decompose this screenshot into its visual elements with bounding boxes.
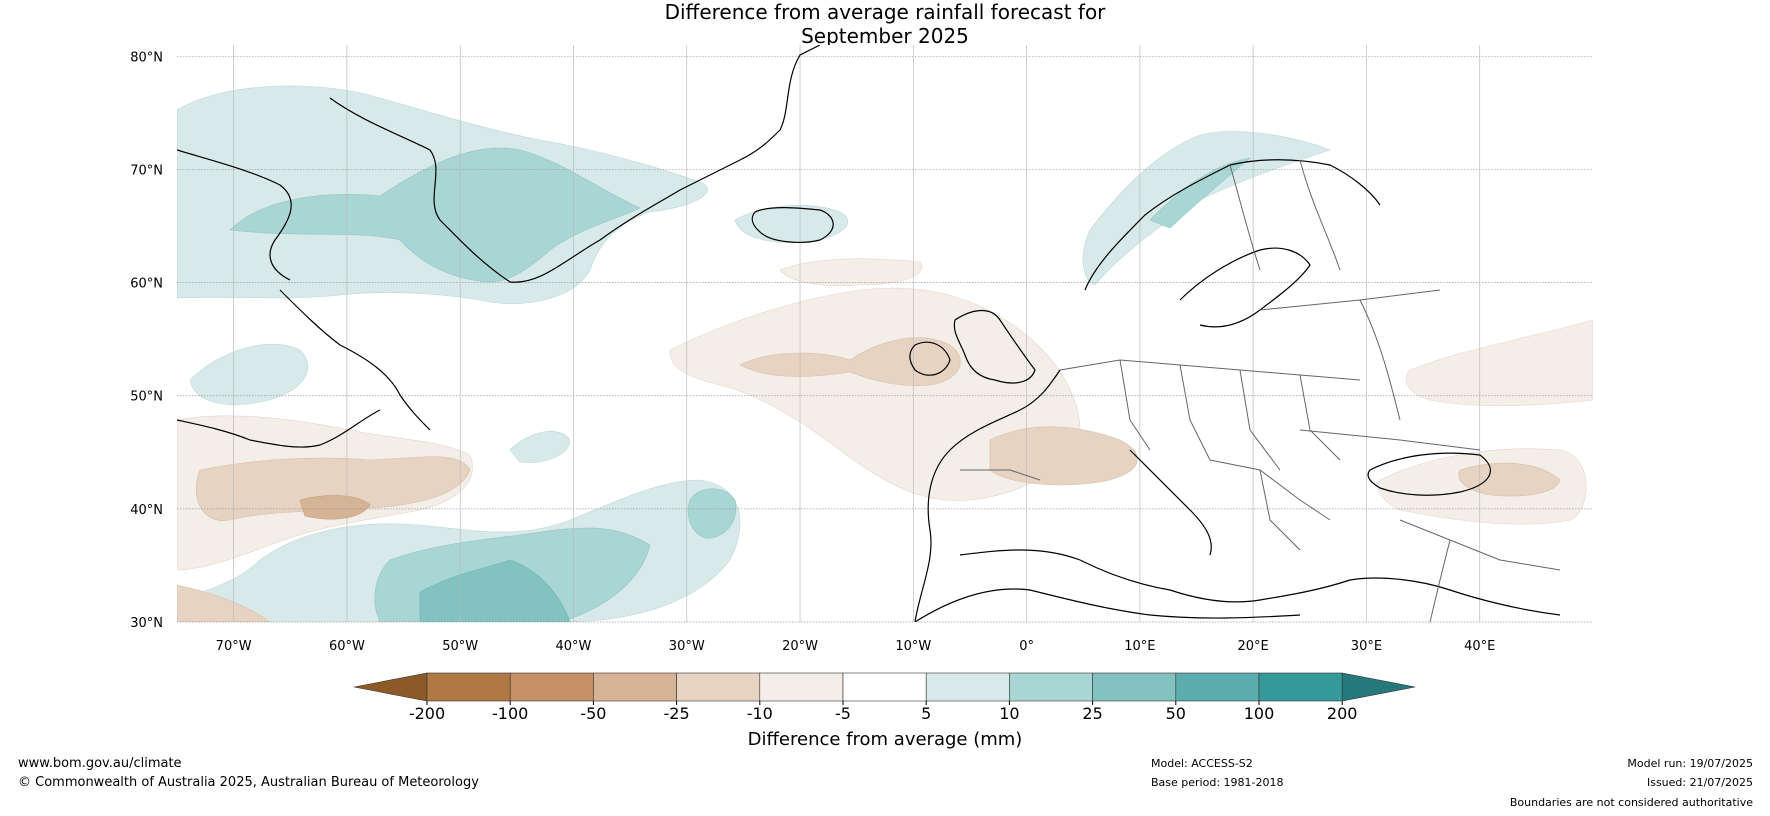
coast-greenland bbox=[329, 45, 821, 283]
colorbar-segment bbox=[1258, 672, 1343, 702]
latitude-label: 80°N bbox=[130, 50, 163, 65]
longitude-label: 0° bbox=[1019, 639, 1034, 654]
latitude-label: 60°N bbox=[130, 277, 163, 292]
footer-model-run: Model run: 19/07/2025 bbox=[1627, 757, 1753, 770]
footer-issued: Issued: 21/07/2025 bbox=[1646, 776, 1753, 789]
footer-copyright: © Commonwealth of Australia 2025, Austra… bbox=[18, 775, 479, 790]
colorbar-tick-label: 50 bbox=[1166, 704, 1186, 723]
colorbar-segment bbox=[593, 672, 677, 702]
latitude-labels: 80°N 70°N 60°N 50°N 40°N 30°N bbox=[130, 50, 163, 631]
colorbar-segment bbox=[426, 672, 511, 702]
anomaly-dry-us-east-core bbox=[196, 456, 471, 521]
colorbar-tick-label: 100 bbox=[1244, 704, 1275, 723]
coast-baltic bbox=[1179, 247, 1311, 328]
longitude-label: 10°W bbox=[895, 639, 931, 654]
anomaly-shading bbox=[177, 85, 1593, 622]
coast-canada-east bbox=[177, 409, 381, 448]
colorbar-tick-label: -50 bbox=[580, 704, 606, 723]
latitude-label: 30°N bbox=[130, 616, 163, 631]
colorbar-segment bbox=[842, 672, 927, 702]
coast-ireland bbox=[909, 341, 951, 376]
colorbar-tick-label: -200 bbox=[409, 704, 445, 723]
longitude-labels: 70°W 60°W 50°W 40°W 30°W 20°W 10°W 0° 10°E 20°E 30… bbox=[216, 639, 1496, 654]
coast-baffin bbox=[177, 149, 292, 281]
country-borders bbox=[960, 159, 1561, 622]
colorbar-tick-label: 5 bbox=[921, 704, 931, 723]
coast-mediterranean bbox=[959, 549, 1561, 616]
coast-europe-west bbox=[914, 369, 1061, 622]
border-eastern-europe bbox=[1259, 289, 1481, 451]
footer-base-period: Base period: 1981-2018 bbox=[1151, 776, 1284, 789]
anomaly-wet-greenland-core bbox=[229, 147, 641, 283]
anomaly-wet-iceland bbox=[734, 205, 849, 243]
graticule bbox=[177, 45, 1593, 623]
coast-black-sea bbox=[1367, 452, 1491, 496]
colorbar-tick-label: -25 bbox=[664, 704, 690, 723]
anomaly-wet-labrador bbox=[189, 343, 309, 405]
longitude-label: 20°W bbox=[782, 639, 818, 654]
colorbar-segment bbox=[1175, 672, 1260, 702]
latitude-label: 70°N bbox=[130, 163, 163, 178]
colorbar: -200 -100 -50 -25 -10 -5 5 10 25 50 100 200 bbox=[353, 672, 1416, 723]
coast-north-africa bbox=[914, 588, 1301, 622]
colorbar-segment bbox=[925, 672, 1010, 702]
latitude-label: 40°N bbox=[130, 503, 163, 518]
anomaly-dry-caucasus bbox=[1458, 462, 1561, 497]
coast-labrador bbox=[279, 289, 431, 431]
longitude-label: 40°W bbox=[556, 639, 592, 654]
border-balkans bbox=[1209, 459, 1331, 551]
border-iberia bbox=[960, 469, 1041, 481]
longitude-label: 20°E bbox=[1238, 639, 1269, 654]
colorbar-tick-label: -5 bbox=[835, 704, 851, 723]
border-sweden-finland bbox=[1229, 159, 1341, 271]
longitude-label: 30°E bbox=[1351, 639, 1382, 654]
footer-model: Model: ACCESS-S2 bbox=[1151, 757, 1253, 770]
longitude-label: 60°W bbox=[329, 639, 365, 654]
longitude-label: 30°W bbox=[669, 639, 705, 654]
colorbar-segment bbox=[509, 672, 594, 702]
anomaly-dry-us-south bbox=[177, 584, 271, 622]
colorbar-tick-label: 10 bbox=[999, 704, 1019, 723]
colorbar-segment bbox=[1092, 672, 1177, 702]
title-line-2: September 2025 bbox=[801, 24, 969, 48]
anomaly-wet-azores bbox=[687, 488, 737, 539]
title-line-1: Difference from average rainfall forecas… bbox=[664, 0, 1106, 24]
longitude-label: 50°W bbox=[442, 639, 478, 654]
latitude-label: 50°N bbox=[130, 390, 163, 405]
anomaly-wet-norway-core bbox=[1149, 157, 1252, 229]
anomaly-wet-norway bbox=[1082, 131, 1331, 286]
anomaly-dry-iceland-south bbox=[779, 258, 923, 287]
colorbar-tick-label: 200 bbox=[1327, 704, 1358, 723]
colorbar-arrow-low bbox=[353, 672, 428, 702]
coast-italy bbox=[1129, 449, 1212, 556]
footer-disclaimer: Boundaries are not considered authoritat… bbox=[1509, 796, 1753, 809]
colorbar-tick-label: -100 bbox=[492, 704, 528, 723]
longitude-label: 70°W bbox=[216, 639, 252, 654]
coast-britain bbox=[953, 310, 1036, 384]
border-middle-east bbox=[1399, 519, 1561, 622]
longitude-label: 10°E bbox=[1124, 639, 1155, 654]
colorbar-tick-label: 25 bbox=[1082, 704, 1102, 723]
colorbar-tick-label: -10 bbox=[747, 704, 773, 723]
border-central-europe bbox=[1059, 359, 1361, 471]
colorbar-segment bbox=[1009, 672, 1093, 702]
anomaly-wet-atlantic-south-max bbox=[419, 559, 571, 622]
colorbar-segment bbox=[759, 672, 844, 702]
chart-title: Difference from average rainfall forecas… bbox=[0, 0, 1770, 48]
coast-iceland bbox=[751, 207, 834, 243]
longitude-label: 40°E bbox=[1464, 639, 1495, 654]
anomaly-wet-midatlantic bbox=[509, 431, 571, 463]
colorbar-segment bbox=[676, 672, 761, 702]
footer-website: www.bom.gov.au/climate bbox=[18, 756, 182, 771]
anomaly-dry-us-east-max bbox=[299, 495, 371, 520]
colorbar-arrow-high bbox=[1341, 672, 1416, 702]
anomaly-dry-eastern-atlantic-core bbox=[739, 337, 961, 386]
colorbar-label: Difference from average (mm) bbox=[748, 729, 1023, 750]
coastlines bbox=[177, 45, 1561, 622]
